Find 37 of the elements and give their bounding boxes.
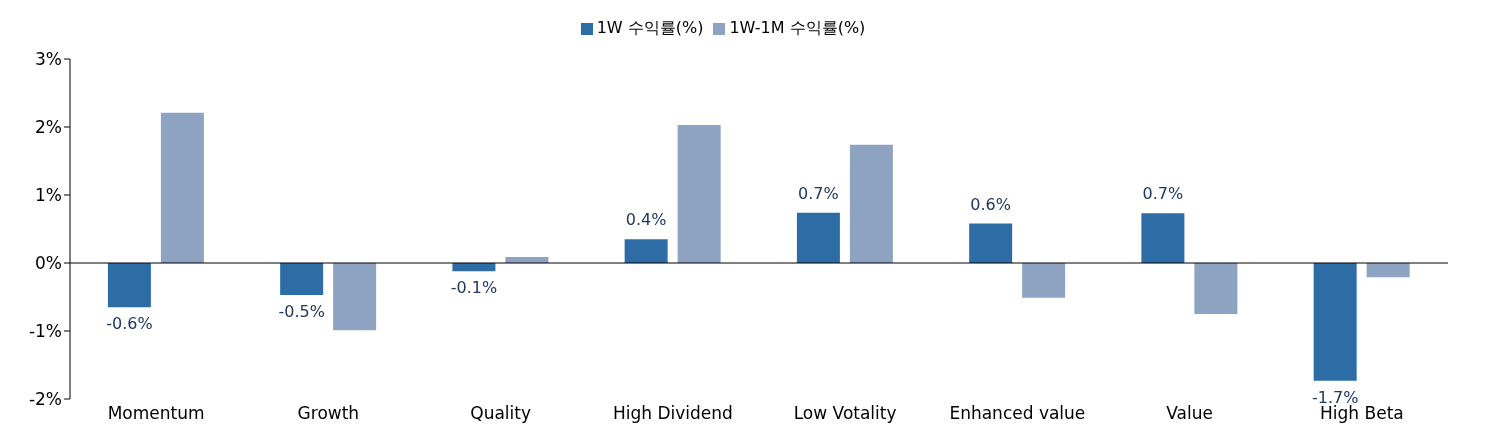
data-label: 0.7% <box>798 183 839 203</box>
legend-label: 1W 수익률(%) <box>596 18 704 37</box>
data-label: -0.6% <box>106 314 153 334</box>
x-tick-label: High Dividend <box>612 403 733 424</box>
data-label: 0.6% <box>970 194 1011 214</box>
data-label: 0.4% <box>625 210 667 230</box>
data-label: -0.1% <box>450 278 498 298</box>
bar <box>107 263 151 308</box>
bar <box>1194 263 1238 314</box>
x-tick-label: High Beta <box>1320 403 1404 424</box>
y-tick-label: 0% <box>35 253 62 274</box>
bar <box>280 263 324 295</box>
x-tick-label: Growth <box>297 403 360 424</box>
bar <box>333 263 377 331</box>
data-label: 0.7% <box>1142 184 1184 204</box>
bar <box>1141 213 1185 263</box>
y-tick-label: 1% <box>35 185 62 206</box>
legend-label: 1W-1M 수익률(%) <box>729 18 866 37</box>
x-tick-label: Low Votality <box>793 403 897 424</box>
bar <box>796 212 840 263</box>
x-tick-label: Quality <box>470 403 531 424</box>
y-tick-label: 2% <box>35 117 62 138</box>
bar <box>624 239 668 263</box>
y-tick-label: 3% <box>35 49 62 70</box>
bar <box>1022 263 1066 298</box>
data-label: -0.5% <box>278 301 325 321</box>
bar <box>1313 263 1357 381</box>
bar <box>969 223 1013 263</box>
x-tick-label: Value <box>1166 403 1213 424</box>
x-tick-label: Enhanced value <box>949 403 1086 424</box>
x-tick-label: Momentum <box>107 403 205 424</box>
bar <box>677 124 721 263</box>
bar <box>1366 263 1410 278</box>
bar <box>849 144 893 263</box>
y-tick-label: -2% <box>28 389 62 410</box>
y-tick-label: -1% <box>28 321 62 342</box>
bar <box>160 112 204 263</box>
